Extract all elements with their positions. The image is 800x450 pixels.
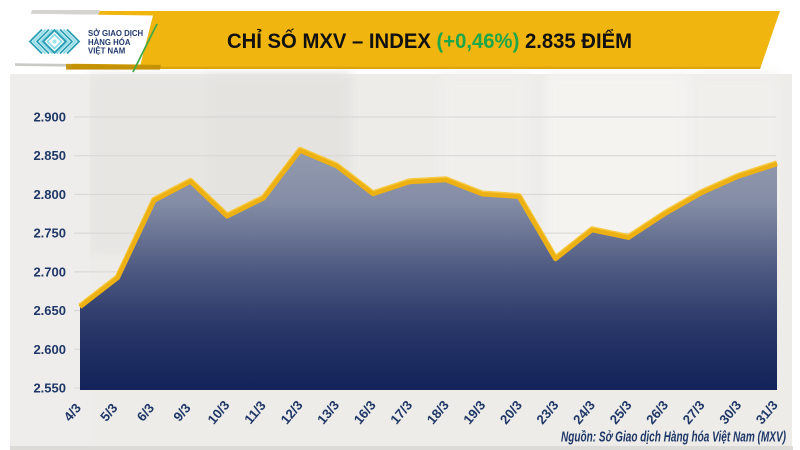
svg-text:5/3: 5/3 xyxy=(97,401,120,425)
svg-text:16/3: 16/3 xyxy=(351,398,379,427)
svg-text:12/3: 12/3 xyxy=(278,398,306,427)
svg-text:27/3: 27/3 xyxy=(680,398,708,427)
svg-text:VIỆT NAM: VIỆT NAM xyxy=(88,47,125,56)
svg-text:CHỈ SỐ MXV – INDEX (+0,46%) 2.: CHỈ SỐ MXV – INDEX (+0,46%) 2.835 ĐIỂM xyxy=(227,27,632,53)
svg-text:30/3: 30/3 xyxy=(716,398,744,427)
svg-text:25/3: 25/3 xyxy=(607,398,635,427)
svg-text:24/3: 24/3 xyxy=(570,398,598,427)
svg-text:9/3: 9/3 xyxy=(170,401,193,425)
svg-text:23/3: 23/3 xyxy=(533,398,561,427)
svg-text:10/3: 10/3 xyxy=(205,398,233,427)
svg-text:31/3: 31/3 xyxy=(753,398,781,427)
svg-text:19/3: 19/3 xyxy=(460,398,488,427)
svg-text:6/3: 6/3 xyxy=(134,401,157,425)
svg-text:26/3: 26/3 xyxy=(643,398,671,427)
svg-text:2.550: 2.550 xyxy=(33,381,66,396)
svg-text:18/3: 18/3 xyxy=(424,398,452,427)
svg-text:13/3: 13/3 xyxy=(314,398,342,427)
svg-text:HÀNG HÓA: HÀNG HÓA xyxy=(88,38,131,47)
svg-text:2.700: 2.700 xyxy=(33,264,66,279)
svg-text:17/3: 17/3 xyxy=(387,398,415,427)
svg-text:2.900: 2.900 xyxy=(33,110,66,125)
svg-text:2.800: 2.800 xyxy=(33,187,66,202)
svg-text:2.850: 2.850 xyxy=(33,148,66,163)
svg-text:2.750: 2.750 xyxy=(33,226,66,241)
svg-text:20/3: 20/3 xyxy=(497,398,525,427)
svg-text:4/3: 4/3 xyxy=(61,401,84,425)
svg-text:SỞ GIAO DỊCH: SỞ GIAO DỊCH xyxy=(88,29,144,38)
svg-text:Nguồn: Sở Giao dịch Hàng hóa V: Nguồn: Sở Giao dịch Hàng hóa Việt Nam (M… xyxy=(561,430,786,446)
svg-text:2.600: 2.600 xyxy=(33,342,66,357)
svg-text:11/3: 11/3 xyxy=(241,398,269,427)
svg-text:2.650: 2.650 xyxy=(33,303,66,318)
